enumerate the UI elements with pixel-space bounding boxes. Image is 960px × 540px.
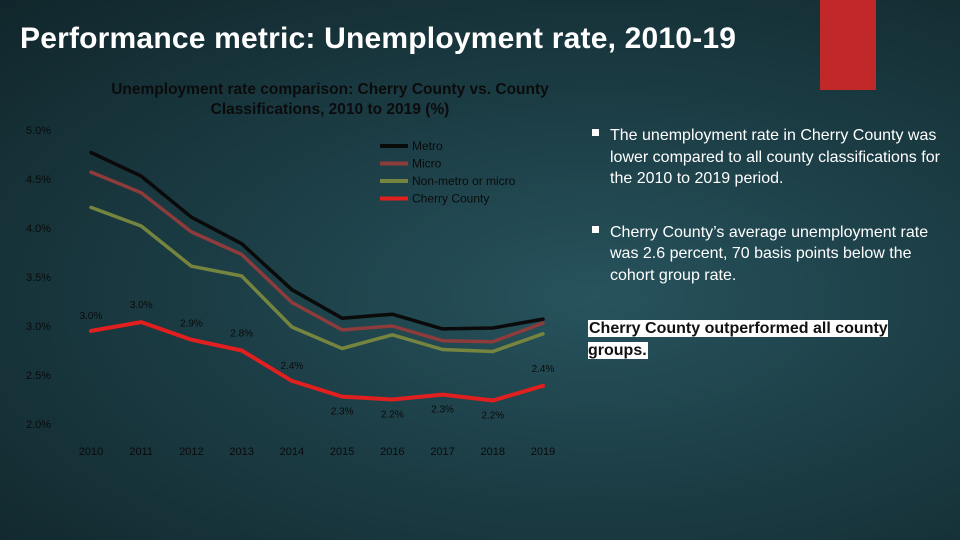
data-label: 2.4% — [532, 364, 555, 375]
x-tick-label: 2019 — [531, 446, 555, 458]
y-tick-label: 4.0% — [26, 223, 51, 235]
series-line-non-metro-or-micro — [89, 205, 545, 354]
x-tick-label: 2013 — [229, 446, 253, 458]
bullet-item: The unemployment rate in Cherry County w… — [590, 125, 940, 190]
bullet-text: Cherry County’s average unemployment rat… — [610, 223, 929, 284]
series-line-cherry-county — [89, 320, 545, 403]
data-label: 2.2% — [481, 410, 504, 421]
y-tick-label: 2.0% — [26, 419, 51, 431]
callout-text: Cherry County outperformed all county gr… — [588, 318, 938, 362]
bullet-list: The unemployment rate in Cherry County w… — [590, 125, 940, 319]
y-tick-label: 3.5% — [26, 272, 51, 284]
x-axis: 2010 2011 2012 2013 2014 2015 2016 2017 2018 2019 — [79, 446, 555, 458]
chart-title: Unemployment rate comparison: Cherry Cou… — [111, 81, 549, 119]
legend: Metro Micro Non-metro or micro Cherry Count… — [380, 139, 516, 206]
x-tick-label: 2015 — [330, 446, 354, 458]
y-axis: 2.0% 2.5% 3.0% 3.5% 4.0% 4.5% 5.0% — [26, 125, 51, 431]
accent-tab — [820, 0, 876, 90]
series-line-micro — [89, 170, 545, 344]
x-tick-label: 2012 — [179, 446, 203, 458]
x-tick-label: 2017 — [430, 446, 454, 458]
x-tick-label: 2014 — [280, 446, 304, 458]
bullet-text: The unemployment rate in Cherry County w… — [610, 127, 940, 188]
y-tick-label: 5.0% — [26, 125, 51, 137]
data-labels: 3.0% 3.0% 2.9% 2.8% 2.4% 2.3% 2.2% 2.3% 2.2% 2.4% — [80, 300, 555, 421]
legend-label: Cherry County — [412, 192, 489, 206]
data-label: 2.2% — [381, 410, 404, 421]
x-tick-label: 2010 — [79, 446, 103, 458]
legend-label: Micro — [412, 157, 442, 171]
y-tick-label: 3.0% — [26, 321, 51, 333]
data-label: 2.3% — [331, 407, 354, 418]
y-tick-label: 4.5% — [26, 174, 51, 186]
data-label: 3.0% — [80, 311, 103, 322]
data-label: 3.0% — [130, 300, 153, 311]
callout-highlight: Cherry County outperformed all county gr… — [588, 320, 888, 360]
square-bullet-icon — [592, 129, 599, 136]
series-lines — [89, 150, 545, 403]
series-line-metro — [89, 150, 545, 331]
data-label: 2.3% — [431, 405, 454, 416]
legend-label: Non-metro or micro — [412, 174, 516, 188]
bullet-item: Cherry County’s average unemployment rat… — [590, 222, 940, 287]
x-tick-label: 2011 — [129, 446, 153, 458]
square-bullet-icon — [592, 225, 599, 233]
legend-label: Metro — [412, 139, 443, 153]
data-label: 2.9% — [180, 319, 203, 330]
y-tick-label: 2.5% — [26, 370, 51, 382]
x-tick-label: 2018 — [481, 446, 505, 458]
x-tick-label: 2016 — [380, 446, 404, 458]
data-label: 2.8% — [230, 329, 253, 340]
slide-title: Performance metric: Unemployment rate, 2… — [20, 22, 737, 55]
data-label: 2.4% — [280, 361, 303, 372]
